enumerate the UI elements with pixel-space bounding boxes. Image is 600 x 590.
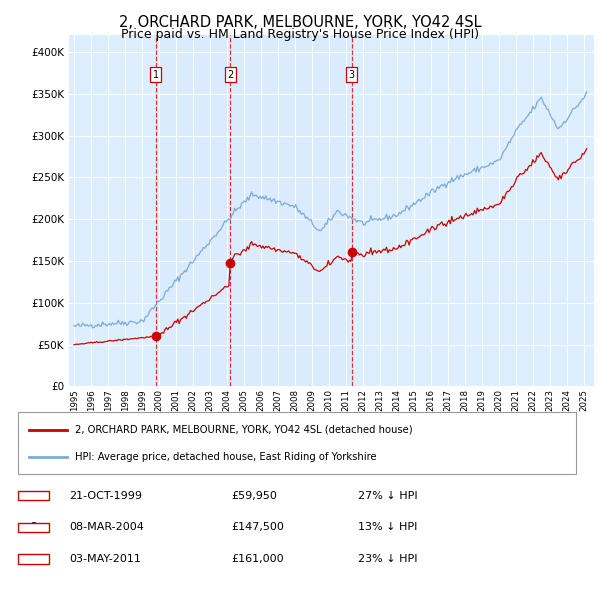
Bar <box>18 523 49 532</box>
Text: 2, ORCHARD PARK, MELBOURNE, YORK, YO42 4SL (detached house): 2, ORCHARD PARK, MELBOURNE, YORK, YO42 4… <box>76 425 413 435</box>
Text: 27% ↓ HPI: 27% ↓ HPI <box>358 491 417 500</box>
Text: Price paid vs. HM Land Registry's House Price Index (HPI): Price paid vs. HM Land Registry's House … <box>121 28 479 41</box>
Text: £59,950: £59,950 <box>231 491 277 500</box>
Text: 2: 2 <box>227 70 233 80</box>
Text: 2, ORCHARD PARK, MELBOURNE, YORK, YO42 4SL: 2, ORCHARD PARK, MELBOURNE, YORK, YO42 4… <box>119 15 481 30</box>
Bar <box>18 491 49 500</box>
Text: £147,500: £147,500 <box>231 523 284 532</box>
Text: 3: 3 <box>30 555 37 564</box>
Text: 08-MAR-2004: 08-MAR-2004 <box>70 523 145 532</box>
Text: 13% ↓ HPI: 13% ↓ HPI <box>358 523 417 532</box>
Text: £161,000: £161,000 <box>231 555 284 564</box>
Text: HPI: Average price, detached house, East Riding of Yorkshire: HPI: Average price, detached house, East… <box>76 452 377 462</box>
Text: 2: 2 <box>30 523 37 532</box>
Bar <box>18 555 49 564</box>
Text: 21-OCT-1999: 21-OCT-1999 <box>70 491 143 500</box>
Bar <box>18 412 577 474</box>
Text: 03-MAY-2011: 03-MAY-2011 <box>70 555 142 564</box>
Text: 3: 3 <box>349 70 355 80</box>
Bar <box>156 35 352 386</box>
Text: 23% ↓ HPI: 23% ↓ HPI <box>358 555 417 564</box>
Text: 1: 1 <box>30 491 37 500</box>
Text: 1: 1 <box>153 70 159 80</box>
